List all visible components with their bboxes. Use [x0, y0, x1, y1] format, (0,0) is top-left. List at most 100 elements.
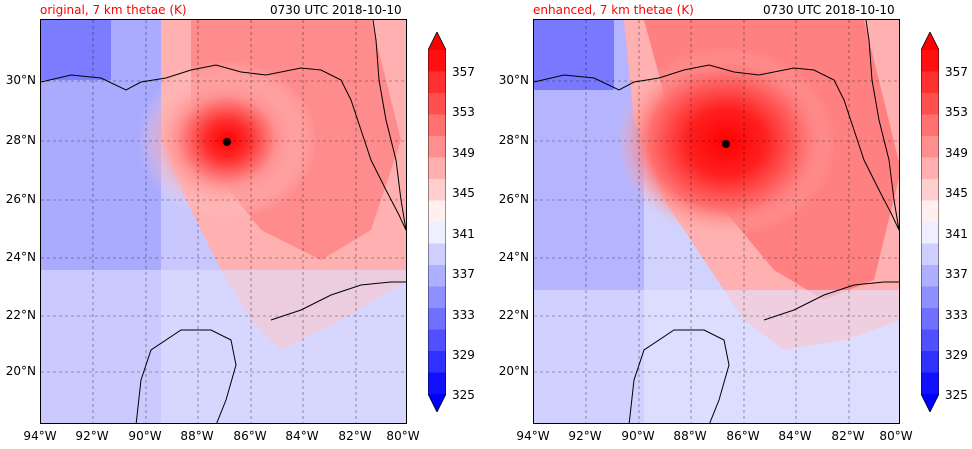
colorbar-bin [428, 308, 446, 330]
x-tick-84w-right: 84°W [778, 429, 812, 443]
colorbar-label-345: 345 [452, 186, 475, 200]
colorbar-extend-min [428, 394, 446, 412]
map-original-svg [41, 20, 406, 423]
colorbar-bin [921, 222, 939, 244]
colorbar-label-357-right: 357 [945, 65, 968, 79]
colorbar-bin [428, 93, 446, 115]
colorbar-bin [921, 372, 939, 395]
colorbar-extend-max [428, 32, 446, 50]
colorbar-bin [428, 71, 446, 94]
y-tick-24n-right: 24°N [498, 250, 529, 264]
colorbar-bin [428, 286, 446, 309]
gulf-coastline [41, 64, 406, 231]
colorbar-bin [921, 200, 939, 223]
map-original [40, 19, 407, 424]
colorbar-bin [428, 222, 446, 244]
panel-time-original: 0730 UTC 2018-10-10 [270, 3, 402, 17]
x-tick-90w: 90°W [128, 429, 162, 443]
colorbar-label-357: 357 [452, 65, 475, 79]
colorbar-label-341-right: 341 [945, 227, 968, 241]
colorbar-bin [921, 308, 939, 330]
x-tick-86w-right: 86°W [726, 429, 760, 443]
panel-title-original: original, 7 km thetae (K) [40, 3, 187, 17]
map-enhanced [533, 19, 900, 424]
x-tick-82w-right: 82°W [831, 429, 865, 443]
colorbar-bin [921, 329, 939, 352]
colorbar-bin [428, 136, 446, 158]
gulf-coastline [534, 64, 899, 231]
x-tick-88w: 88°W [180, 429, 214, 443]
colorbar-bin [428, 243, 446, 266]
x-tick-82w: 82°W [338, 429, 372, 443]
colorbar-extend-min [921, 394, 939, 412]
southern-region [41, 270, 406, 423]
colorbar-bin [921, 114, 939, 137]
graticule [41, 20, 406, 423]
colorbar-bin [428, 114, 446, 137]
panel-time-enhanced: 0730 UTC 2018-10-10 [763, 3, 895, 17]
colorbar-bin [428, 265, 446, 287]
x-tick-92w-right: 92°W [568, 429, 602, 443]
cold-region-nw [534, 20, 614, 90]
colorbar-bin [428, 351, 446, 373]
colorbar-label-329-right: 329 [945, 348, 968, 362]
x-tick-94w-right: 94°W [516, 429, 550, 443]
y-tick-22n: 22°N [5, 308, 36, 322]
y-tick-28n-right: 28°N [498, 133, 529, 147]
colorbar-bin [428, 157, 446, 180]
y-tick-24n: 24°N [5, 250, 36, 264]
colorbar-bin [921, 50, 939, 72]
y-tick-22n-right: 22°N [498, 308, 529, 322]
yucatan-coastline [135, 329, 237, 423]
map-enhanced-svg [534, 20, 899, 423]
colorbar-label-333: 333 [452, 308, 475, 322]
colorbar-label-341: 341 [452, 227, 475, 241]
x-tick-86w: 86°W [233, 429, 267, 443]
colorbar-label-345-right: 345 [945, 186, 968, 200]
y-tick-28n: 28°N [5, 133, 36, 147]
y-tick-30n: 30°N [5, 73, 36, 87]
x-tick-90w-right: 90°W [621, 429, 655, 443]
graticule [534, 20, 899, 423]
colorbar-label-349-right: 349 [945, 146, 968, 160]
colorbar-bin [428, 179, 446, 201]
colorbar-label-329: 329 [452, 348, 475, 362]
colorbar-bin [921, 286, 939, 309]
y-tick-20n: 20°N [5, 364, 36, 378]
storm-center-marker [722, 140, 730, 148]
colorbar-bin [921, 71, 939, 94]
colorbar-label-349: 349 [452, 146, 475, 160]
colorbar-bin [428, 200, 446, 223]
colorbar-label-337: 337 [452, 267, 475, 281]
y-tick-30n-right: 30°N [498, 73, 529, 87]
x-tick-92w: 92°W [75, 429, 109, 443]
y-tick-26n: 26°N [5, 192, 36, 206]
colorbar-bin [428, 329, 446, 352]
y-tick-26n-right: 26°N [498, 192, 529, 206]
colorbar-bin [921, 243, 939, 266]
colorbar-label-325: 325 [452, 388, 475, 402]
colorbar-bin [921, 136, 939, 158]
southern-region [534, 290, 899, 423]
colorbar-extend-max [921, 32, 939, 50]
colorbar-label-353-right: 353 [945, 105, 968, 119]
colorbar-label-353: 353 [452, 105, 475, 119]
y-tick-20n-right: 20°N [498, 364, 529, 378]
colorbar-label-333-right: 333 [945, 308, 968, 322]
colorbar-bin [921, 93, 939, 115]
colorbar-original [428, 32, 446, 412]
x-tick-80w: 80°W [386, 429, 420, 443]
cold-region-nw [41, 20, 111, 80]
storm-center-marker [223, 138, 231, 146]
x-tick-88w-right: 88°W [673, 429, 707, 443]
colorbar-enhanced [921, 32, 939, 412]
cuba-coastline [763, 281, 899, 321]
x-tick-80w-right: 80°W [879, 429, 913, 443]
cuba-coastline [270, 281, 406, 321]
colorbar-bin [921, 351, 939, 373]
colorbar-bin [428, 50, 446, 72]
colorbar-label-337-right: 337 [945, 267, 968, 281]
colorbar-bin [428, 372, 446, 395]
colorbar-bin [921, 157, 939, 180]
